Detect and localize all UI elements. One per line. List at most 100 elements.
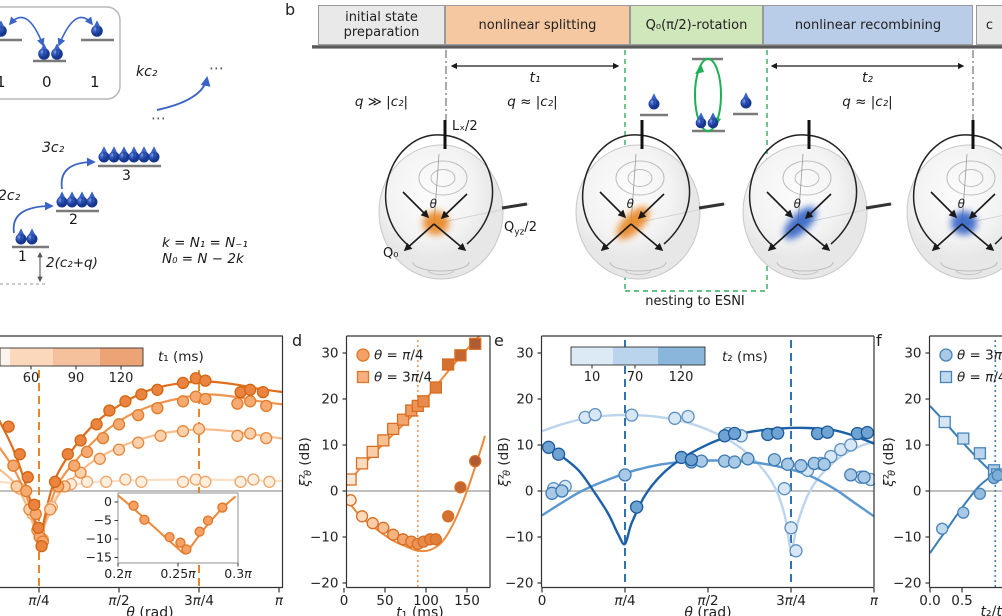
- svg-text:−20: −20: [893, 576, 922, 592]
- svg-text:0: 0: [538, 593, 547, 609]
- panel-e-letter: e: [494, 331, 504, 350]
- svg-text:30: 30: [516, 346, 533, 362]
- phase-space-sphere: θ: [378, 120, 530, 280]
- level-3-label: 3: [122, 168, 131, 184]
- level-label-plus1: 1: [90, 73, 100, 91]
- svg-text:π: π: [870, 593, 879, 609]
- equation-2: N₀ = N − 2k: [162, 251, 244, 267]
- level-1-label: 1: [18, 249, 27, 265]
- chart-e: −20 −10 0 10 20 30 0 π/4 π/2 3π/4 π θ (rad) ξ²θ (dB)…: [496, 335, 879, 616]
- svg-text:−10: −10: [505, 530, 534, 546]
- svg-text:0.5: 0.5: [951, 593, 972, 609]
- svg-text:ξ²θ (dB): ξ²θ (dB): [297, 437, 314, 488]
- kc2-label: kc₂: [136, 64, 158, 80]
- phase-space-sphere: θ: [906, 120, 1002, 280]
- dots-mid: ⋯: [151, 109, 166, 127]
- svg-text:t₁ (ms): t₁ (ms): [158, 349, 204, 365]
- qyz-axis-label: Qyz/2: [504, 220, 538, 238]
- svg-text:π: π: [275, 593, 284, 609]
- stage-initial-state: initial state preparation: [318, 5, 445, 45]
- level-2-label: 2: [69, 212, 78, 228]
- chart-c: π/4 π/2 3π/4 π θ (rad) 60 90 120 t₁ (ms) 0.2π 0.25…: [0, 335, 284, 616]
- svg-text:10: 10: [321, 438, 338, 454]
- svg-text:20: 20: [321, 392, 338, 408]
- svg-text:−10: −10: [86, 531, 112, 546]
- chart-f: −20 −10 0 10 20 30 0.0 0.5 t₂/t₁ ξ²θ (dB) θ = 3π/4…: [881, 335, 1002, 616]
- svg-text:120: 120: [109, 371, 134, 386]
- svg-text:0: 0: [340, 593, 349, 609]
- chart-d: −20 −10 0 10 20 30 0 50 100 150 t₁ (ms) ξ²θ (dB) θ =…: [297, 335, 491, 616]
- svg-text:−15: −15: [86, 550, 112, 565]
- svg-text:30: 30: [904, 346, 921, 362]
- svg-text:30: 30: [321, 346, 338, 362]
- panel-b-letter: b: [285, 0, 296, 19]
- svg-text:0: 0: [525, 484, 534, 500]
- svg-text:0: 0: [104, 494, 112, 509]
- svg-text:150: 150: [454, 593, 480, 609]
- nesting-esni-label: nesting to ESNI: [645, 294, 745, 309]
- svg-text:0: 0: [330, 484, 339, 500]
- gap-label: 2(c₂+q): [46, 255, 98, 271]
- svg-text:θ: θ: [430, 197, 438, 211]
- q-approx-label-1: q ≈ |c₂|: [507, 94, 558, 110]
- svg-text:t₂/t₁: t₂/t₁: [981, 604, 1002, 616]
- svg-text:100: 100: [413, 593, 439, 609]
- stage-rotation: Q₀(π/2)-rotation: [630, 5, 763, 45]
- svg-text:π/4: π/4: [614, 593, 635, 609]
- c2-label: 2c₂: [0, 188, 21, 204]
- svg-text:−20: −20: [310, 576, 339, 592]
- svg-text:t₁ (ms): t₁ (ms): [396, 605, 443, 616]
- lx-axis-label: Lₓ/2: [452, 119, 478, 134]
- svg-text:θ = π/4: θ = π/4: [374, 348, 423, 364]
- svg-text:θ: θ: [627, 197, 635, 211]
- level-label-minus1: 1: [0, 73, 6, 91]
- svg-text:0: 0: [913, 484, 922, 500]
- svg-text:10: 10: [904, 438, 921, 454]
- stage-nonlinear-recombining: nonlinear recombining: [763, 5, 973, 45]
- svg-text:π/2: π/2: [697, 593, 718, 609]
- phase-space-sphere: θ: [575, 120, 727, 280]
- svg-text:θ = 3π/4: θ = 3π/4: [374, 370, 432, 386]
- svg-text:−10: −10: [893, 530, 922, 546]
- svg-text:10: 10: [584, 370, 601, 385]
- c3-label: 3c₂: [42, 140, 65, 156]
- svg-text:−10: −10: [310, 530, 339, 546]
- stage-nonlinear-splitting: nonlinear splitting: [445, 5, 630, 45]
- svg-text:0.3π: 0.3π: [224, 566, 252, 581]
- panel-f-letter: f: [876, 331, 882, 350]
- dots-top: ⋯: [209, 59, 224, 77]
- svg-text:3π/4: 3π/4: [184, 593, 214, 609]
- q-much-greater-label: q ≫ |c₂|: [354, 94, 409, 110]
- level-label-0: 0: [42, 73, 52, 91]
- svg-text:ξ²θ (dB): ξ²θ (dB): [881, 437, 898, 488]
- svg-text:10: 10: [516, 438, 533, 454]
- svg-text:t₂ (ms): t₂ (ms): [722, 349, 768, 365]
- svg-text:−20: −20: [505, 576, 534, 592]
- svg-text:θ (rad): θ (rad): [126, 605, 173, 616]
- t2-duration-label: t₂: [861, 70, 874, 86]
- svg-text:−5: −5: [94, 513, 112, 528]
- q-approx-label-2: q ≈ |c₂|: [842, 94, 893, 110]
- q0-axis-label: Q₀: [383, 246, 399, 261]
- svg-text:70: 70: [627, 370, 644, 385]
- svg-text:θ (rad): θ (rad): [684, 605, 731, 616]
- svg-text:π/2: π/2: [108, 593, 129, 609]
- svg-text:π/4: π/4: [28, 593, 49, 609]
- svg-text:60: 60: [23, 371, 40, 386]
- panel-a-diagram: [0, 6, 211, 285]
- stage-next-partial: c: [976, 5, 1002, 45]
- svg-text:θ: θ: [958, 197, 966, 211]
- t1-duration-label: t₁: [529, 70, 541, 86]
- svg-text:0.25π: 0.25π: [160, 566, 196, 581]
- panel-d-letter: d: [292, 331, 303, 350]
- svg-text:20: 20: [904, 392, 921, 408]
- svg-text:50: 50: [376, 593, 393, 609]
- svg-text:θ = 3π/4: θ = 3π/4: [957, 348, 1002, 364]
- svg-text:120: 120: [669, 370, 694, 385]
- phase-space-sphere: θ: [742, 120, 894, 280]
- equation-1: k = N₁ = N₋₁: [162, 235, 248, 251]
- svg-text:0.2π: 0.2π: [104, 566, 132, 581]
